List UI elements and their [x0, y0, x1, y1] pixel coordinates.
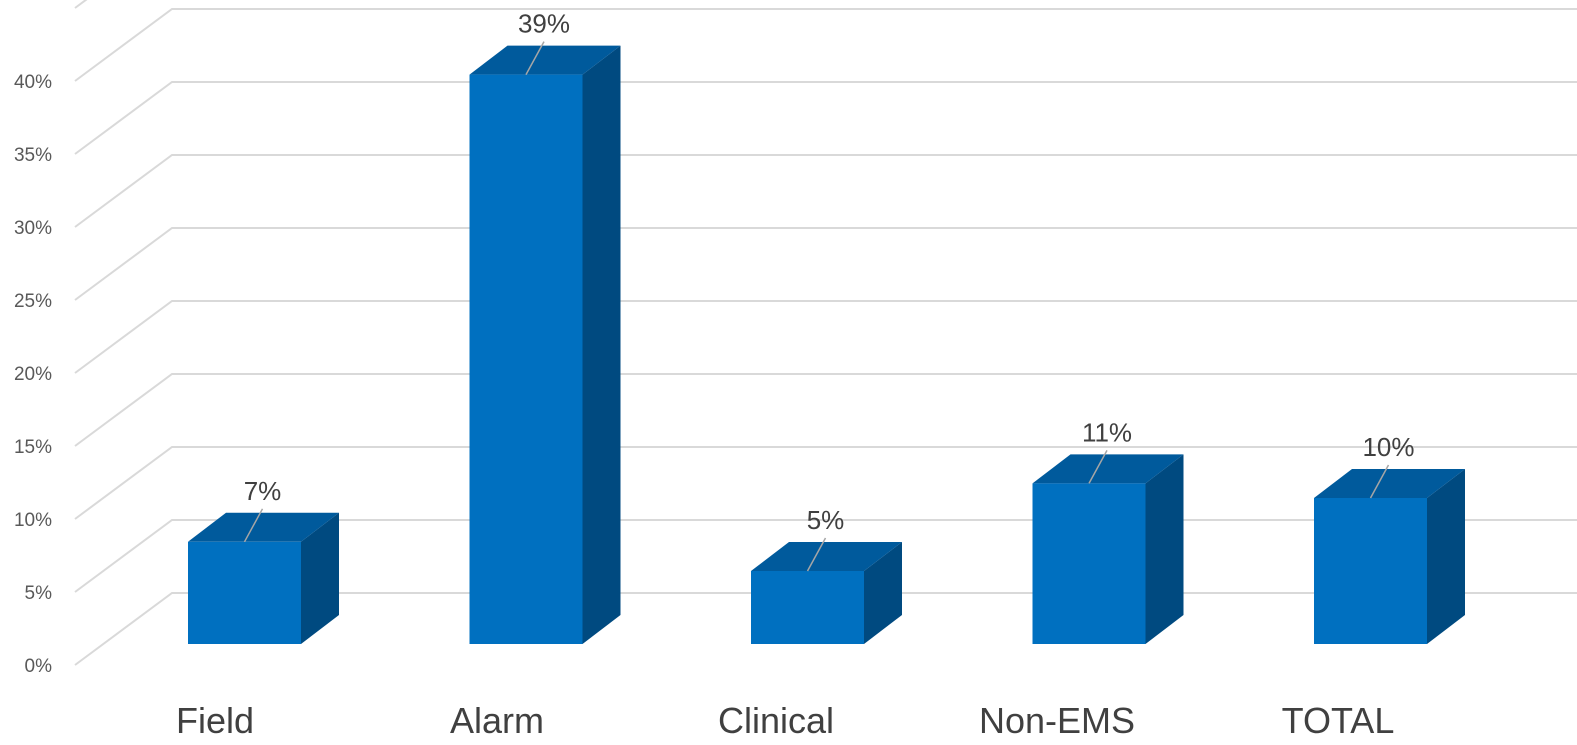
- x-category-label: Non-EMS: [979, 700, 1135, 741]
- bar-top: [469, 45, 621, 75]
- bar-top: [188, 512, 339, 542]
- y-tick-label: 20%: [14, 364, 52, 385]
- bar-side: [1145, 454, 1184, 644]
- y-axis: 0% 5% 10% 15% 20% 25% 30% 35% 40%: [14, 72, 52, 677]
- gridline: [74, 154, 1577, 228]
- data-label: 39%: [518, 9, 570, 39]
- bar-clinical: 5%: [751, 505, 902, 644]
- data-label: 5%: [807, 505, 845, 535]
- bar-field: 7%: [188, 476, 339, 644]
- data-label: 11%: [1082, 417, 1132, 447]
- y-tick-label: 30%: [14, 218, 52, 239]
- y-tick-label: 10%: [14, 510, 52, 531]
- data-label: 10%: [1362, 432, 1414, 462]
- gridline: [74, 81, 1577, 155]
- y-tick-label: 5%: [25, 583, 53, 604]
- bar-front: [188, 541, 301, 644]
- bar-front: [1032, 483, 1146, 644]
- bar-non-ems: 11%: [1032, 417, 1184, 644]
- gridline: [74, 373, 1577, 447]
- bar-side: [1427, 469, 1465, 644]
- bar-side: [301, 512, 339, 644]
- bars: 7% 39% 5% 11% 10%: [188, 9, 1465, 645]
- gridlines: [74, 0, 1577, 666]
- bar-front: [751, 571, 864, 644]
- x-category-label: Alarm: [450, 700, 544, 741]
- bar-side: [864, 542, 902, 644]
- y-tick-label: 15%: [14, 437, 52, 458]
- bar-top: [751, 542, 902, 571]
- gridline: [74, 0, 88, 9]
- gridline: [74, 8, 1577, 82]
- bar-alarm: 39%: [469, 9, 621, 645]
- data-label-leader: [1369, 464, 1390, 499]
- bar-front: [1314, 498, 1427, 644]
- bar-total: 10%: [1314, 432, 1465, 644]
- x-category-label: Clinical: [718, 700, 834, 741]
- data-label-leader: [525, 41, 545, 75]
- y-tick-label: 40%: [14, 72, 52, 93]
- bar-top: [1314, 469, 1465, 498]
- gridline: [74, 446, 1577, 520]
- bar-top: [1032, 454, 1184, 484]
- gridline: [74, 227, 1577, 301]
- bar-side: [582, 45, 621, 645]
- x-axis: Field Alarm Clinical Non-EMS TOTAL: [176, 700, 1394, 741]
- data-label-leader: [806, 537, 827, 572]
- gridline: [74, 300, 1577, 374]
- data-label-leader: [243, 508, 264, 543]
- y-tick-label: 35%: [14, 145, 52, 166]
- data-label-leader: [1088, 450, 1108, 484]
- x-category-label: TOTAL: [1282, 700, 1395, 741]
- x-category-label: Field: [176, 700, 254, 741]
- y-tick-label: 0%: [25, 656, 53, 677]
- y-tick-label: 25%: [14, 291, 52, 312]
- bar-front: [469, 74, 583, 645]
- data-label: 7%: [244, 476, 282, 506]
